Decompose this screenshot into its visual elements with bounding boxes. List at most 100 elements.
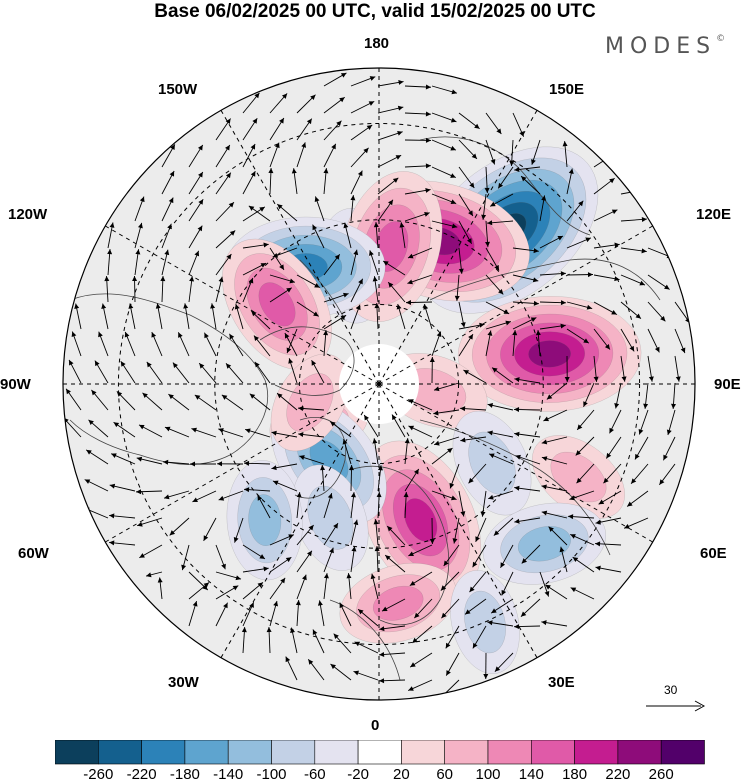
wind-vector [350, 100, 375, 114]
wind-vector [440, 571, 460, 591]
wind-vector [593, 274, 620, 282]
wind-vector [520, 598, 541, 618]
wind-vector [458, 139, 478, 160]
wind-vector [296, 492, 302, 519]
wind-vector [535, 330, 541, 357]
wind-vector [363, 414, 379, 438]
anomaly-center [339, 562, 457, 644]
map-title: Base 06/02/2025 00 UTC, valid 15/02/2025… [154, 1, 596, 22]
wind-vector [548, 526, 568, 546]
wind-vector [539, 571, 550, 597]
wind-vector [576, 463, 595, 484]
wind-vector [242, 242, 269, 249]
wind-vector [323, 573, 329, 600]
lon-label-90w: 90W [0, 376, 31, 393]
wind-vector [269, 247, 285, 271]
wind-vector [134, 249, 141, 276]
wind-vector [307, 659, 325, 681]
colorbar-segment [660, 740, 705, 765]
wind-vector [458, 247, 464, 274]
wind-vector [408, 399, 433, 411]
wind-vector [296, 574, 307, 600]
wind-vector [155, 303, 163, 330]
wind-vector [350, 519, 359, 546]
lon-label-120w: 120W [8, 206, 48, 223]
wind-vector [136, 456, 163, 465]
wind-vector [109, 540, 136, 546]
wind-vector [443, 544, 460, 567]
wind-vector [128, 303, 136, 330]
brand-mark: © [716, 34, 726, 44]
wind-vector [215, 230, 236, 249]
wind-vector [460, 406, 487, 412]
wind-vector [250, 310, 271, 330]
wind-vector [494, 652, 514, 672]
wind-vector [531, 139, 541, 165]
wind-vector [384, 554, 406, 573]
wind-vector [137, 517, 163, 527]
colorbar-segment [271, 740, 316, 765]
wind-vector [215, 172, 232, 195]
wind-vector [593, 328, 611, 350]
wind-vector [521, 544, 541, 564]
wind-vector [593, 209, 618, 222]
wind-vector [329, 421, 352, 438]
wind-vector [298, 432, 325, 438]
wind-vector [225, 363, 244, 384]
wind-vector [233, 517, 244, 543]
wind-vector [288, 358, 298, 384]
wind-vector [181, 544, 190, 571]
wind-vector [370, 573, 379, 600]
wind-vector [323, 547, 334, 573]
wind-vector [216, 461, 244, 467]
wind-vector [647, 355, 654, 382]
wind-vector [566, 272, 594, 278]
wind-vector [298, 405, 325, 411]
wind-vector [242, 544, 266, 560]
wind-vector [98, 331, 109, 357]
latitude-circle [214, 219, 544, 549]
wind-vector [296, 524, 314, 546]
wind-vector [593, 301, 617, 315]
wind-vector [458, 490, 466, 517]
wind-vector [379, 651, 406, 657]
wind-vector [142, 392, 163, 411]
wind-vector [559, 546, 568, 573]
wind-vector [409, 652, 433, 668]
wind-vector [514, 517, 541, 524]
wind-vector [490, 598, 514, 614]
wind-vector [458, 193, 474, 217]
wind-vector [296, 142, 307, 168]
colorbar-tick-label: -60 [303, 766, 326, 783]
wind-vector [630, 463, 649, 485]
wind-vector [638, 409, 649, 435]
wind-vector [272, 480, 298, 492]
wind-vector [350, 278, 364, 303]
wind-vector [312, 629, 325, 654]
colorbar-tick-label: -100 [256, 766, 287, 783]
wind-vector [215, 276, 224, 303]
wind-vector [109, 513, 136, 519]
colorbar-segment [184, 740, 229, 765]
wind-vector [249, 393, 271, 411]
wind-vector [317, 600, 325, 627]
wind-vector [501, 571, 514, 596]
wind-vector [404, 187, 431, 195]
wind-vector [431, 166, 456, 178]
colorbar-segment [55, 740, 99, 765]
wind-vector [157, 577, 163, 600]
wind-vector [414, 598, 433, 619]
wind-vector [520, 175, 541, 195]
wind-vector [598, 490, 622, 505]
wind-vector [445, 625, 460, 649]
wind-vector [595, 541, 622, 547]
anomaly-center [292, 464, 369, 571]
wind-vector [469, 571, 487, 593]
wind-vector [145, 571, 163, 578]
wind-vector [487, 402, 514, 411]
wind-vector [647, 274, 670, 290]
wind-vector [376, 492, 382, 519]
wind-vector [570, 534, 595, 546]
wind-vector [271, 463, 298, 471]
